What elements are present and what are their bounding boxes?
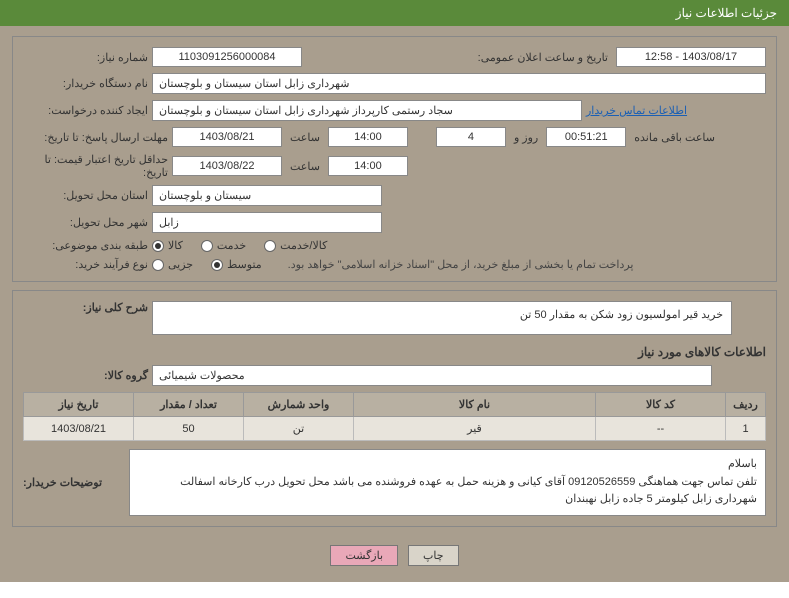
radio-icon xyxy=(201,240,213,252)
td-code: -- xyxy=(596,417,726,441)
value-price-validity-time: 14:00 xyxy=(328,156,408,176)
description-panel: شرح کلی نیاز: خرید قیر امولسیون زود شکن … xyxy=(12,290,777,527)
value-buyer-notes: باسلام تلفن تماس جهت هماهنگی 09120526559… xyxy=(129,449,766,516)
row-delivery-city: شهر محل تحویل: زابل xyxy=(23,212,766,233)
label-announce-dt: تاریخ و ساعت اعلان عمومی: xyxy=(474,51,612,64)
label-time-1: ساعت xyxy=(286,131,324,144)
th-qty: تعداد / مقدار xyxy=(134,393,244,417)
value-time-remaining: 00:51:21 xyxy=(546,127,626,147)
radio-label: کالا xyxy=(168,239,183,252)
radio-icon xyxy=(152,259,164,271)
value-buyer-org: شهرداری زابل استان سیستان و بلوچستان xyxy=(152,73,766,94)
td-idx: 1 xyxy=(726,417,766,441)
row-requester: ایجاد کننده درخواست: سجاد رستمی کارپرداز… xyxy=(23,100,766,121)
label-reply-deadline: مهلت ارسال پاسخ: تا تاریخ: xyxy=(23,131,168,144)
radio-item-kala[interactable]: کالا xyxy=(152,239,183,252)
radio-group-purchase-type: جزیی متوسط xyxy=(152,258,262,271)
radio-icon xyxy=(211,259,223,271)
page-container: جزئیات اطلاعات نیاز شماره نیاز: 11030912… xyxy=(0,0,789,582)
radio-item-medium[interactable]: متوسط xyxy=(211,258,262,271)
value-reply-time: 14:00 xyxy=(328,127,408,147)
radio-icon xyxy=(152,240,164,252)
label-delivery-city: شهر محل تحویل: xyxy=(23,216,148,229)
radio-label: کالا/خدمت xyxy=(280,239,327,252)
td-date: 1403/08/21 xyxy=(24,417,134,441)
print-button[interactable]: چاپ xyxy=(408,545,459,566)
radio-label: خدمت xyxy=(217,239,246,252)
row-buyer-notes: توضیحات خریدار: باسلام تلفن تماس جهت هما… xyxy=(23,449,766,516)
row-need-no: شماره نیاز: 1103091256000084 تاریخ و ساع… xyxy=(23,47,766,67)
value-need-no: 1103091256000084 xyxy=(152,47,302,67)
td-unit: تن xyxy=(244,417,354,441)
row-buyer-org: نام دستگاه خریدار: شهرداری زابل استان سی… xyxy=(23,73,766,94)
value-price-validity-date: 1403/08/22 xyxy=(172,156,282,176)
page-title: جزئیات اطلاعات نیاز xyxy=(676,6,777,20)
table-row: 1 -- قیر تن 50 1403/08/21 xyxy=(24,417,766,441)
radio-label: متوسط xyxy=(227,258,262,271)
radio-item-minor[interactable]: جزیی xyxy=(152,258,193,271)
row-goods-group: گروه کالا: محصولات شیمیائی xyxy=(23,365,766,386)
th-idx: ردیف xyxy=(726,393,766,417)
th-unit: واحد شمارش xyxy=(244,393,354,417)
info-panel: شماره نیاز: 1103091256000084 تاریخ و ساع… xyxy=(12,36,777,282)
value-overall-desc: خرید قیر امولسیون زود شکن به مقدار 50 تن xyxy=(152,301,732,335)
label-day-and: روز و xyxy=(510,131,542,144)
value-requester: سجاد رستمی کارپرداز شهرداری زابل استان س… xyxy=(152,100,582,121)
label-requester: ایجاد کننده درخواست: xyxy=(23,104,148,117)
label-delivery-province: استان محل تحویل: xyxy=(23,189,148,202)
td-name: قیر xyxy=(354,417,596,441)
value-announce-dt: 1403/08/17 - 12:58 xyxy=(616,47,766,67)
row-price-validity: حداقل تاریخ اعتبار قیمت: تا تاریخ: 1403/… xyxy=(23,153,766,179)
value-reply-date: 1403/08/21 xyxy=(172,127,282,147)
section-title-goods: اطلاعات کالاهای مورد نیاز xyxy=(23,345,766,359)
radio-icon xyxy=(264,240,276,252)
row-purchase-type: نوع فرآیند خرید: جزیی متوسط پرداخت تمام … xyxy=(23,258,766,271)
value-days-remaining: 4 xyxy=(436,127,506,147)
payment-note: پرداخت تمام یا بخشی از مبلغ خرید، از محل… xyxy=(288,258,638,271)
value-delivery-city: زابل xyxy=(152,212,382,233)
value-delivery-province: سیستان و بلوچستان xyxy=(152,185,382,206)
link-buyer-contact[interactable]: اطلاعات تماس خریدار xyxy=(586,104,687,117)
row-category: طبقه بندی موضوعی: کالا خدمت کالا/خدمت xyxy=(23,239,766,252)
label-buyer-notes: توضیحات خریدار: xyxy=(23,449,123,516)
td-qty: 50 xyxy=(134,417,244,441)
th-date: تاریخ نیاز xyxy=(24,393,134,417)
th-name: نام کالا xyxy=(354,393,596,417)
buyer-notes-line1: باسلام xyxy=(138,456,757,474)
label-price-validity: حداقل تاریخ اعتبار قیمت: تا تاریخ: xyxy=(23,153,168,179)
page-title-bar: جزئیات اطلاعات نیاز xyxy=(0,0,789,26)
radio-group-category: کالا خدمت کالا/خدمت xyxy=(152,239,327,252)
radio-item-khedmat[interactable]: خدمت xyxy=(201,239,246,252)
label-remaining: ساعت باقی مانده xyxy=(630,131,719,144)
buyer-notes-line2: تلفن تماس جهت هماهنگی 09120526559 آقای ک… xyxy=(138,474,757,509)
row-overall-desc: شرح کلی نیاز: خرید قیر امولسیون زود شکن … xyxy=(23,301,766,335)
table-header-row: ردیف کد کالا نام کالا واحد شمارش تعداد /… xyxy=(24,393,766,417)
label-category: طبقه بندی موضوعی: xyxy=(23,239,148,252)
label-buyer-org: نام دستگاه خریدار: xyxy=(23,77,148,90)
row-delivery-province: استان محل تحویل: سیستان و بلوچستان xyxy=(23,185,766,206)
th-code: کد کالا xyxy=(596,393,726,417)
value-goods-group: محصولات شیمیائی xyxy=(152,365,712,386)
goods-table: ردیف کد کالا نام کالا واحد شمارش تعداد /… xyxy=(23,392,766,441)
footer-buttons: چاپ بازگشت xyxy=(12,535,777,570)
row-reply-deadline: مهلت ارسال پاسخ: تا تاریخ: 1403/08/21 سا… xyxy=(23,127,766,147)
label-purchase-type: نوع فرآیند خرید: xyxy=(23,258,148,271)
radio-item-kala-khedmat[interactable]: کالا/خدمت xyxy=(264,239,327,252)
label-need-no: شماره نیاز: xyxy=(23,51,148,64)
label-overall-desc: شرح کلی نیاز: xyxy=(23,301,148,314)
label-time-2: ساعت xyxy=(286,160,324,173)
label-goods-group: گروه کالا: xyxy=(23,369,148,382)
radio-label: جزیی xyxy=(168,258,193,271)
back-button[interactable]: بازگشت xyxy=(330,545,398,566)
